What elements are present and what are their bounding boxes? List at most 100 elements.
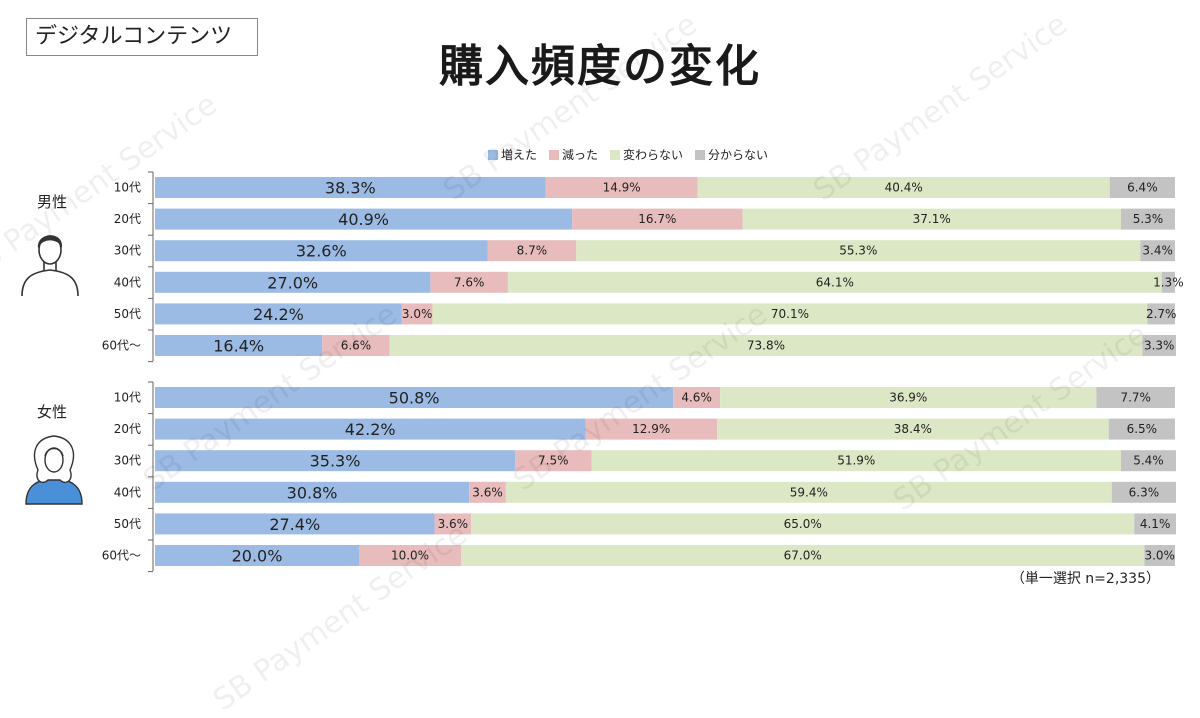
bar-segment-increased [155, 387, 674, 408]
data-label-unknown: 5.3% [1133, 212, 1164, 226]
category-tick-label: 50代 [114, 517, 141, 531]
data-label-unknown: 5.4% [1133, 454, 1164, 468]
legend-label: 変わらない [623, 148, 684, 162]
bar-segment-increased [155, 303, 402, 325]
data-label-unknown: 4.1% [1140, 517, 1171, 531]
data-label-decreased: 7.5% [538, 454, 569, 468]
legend-item-increased: 増えた [488, 146, 537, 163]
data-label-unknown: 2.7% [1146, 307, 1177, 321]
data-label-increased: 32.6% [296, 242, 347, 261]
data-label-decreased: 8.7% [517, 244, 548, 258]
category-tick-label: 20代 [114, 422, 141, 436]
bar-segment-unchanged [461, 545, 1145, 566]
bar-segment-decreased [322, 335, 390, 356]
legend-item-unchanged: 変わらない [610, 146, 683, 163]
bar-segment-unchanged [505, 481, 1112, 503]
bar-segment-decreased [434, 513, 472, 535]
data-label-unknown: 7.7% [1120, 391, 1151, 405]
category-tick-label: 10代 [114, 181, 141, 195]
legend-swatch-decreased [549, 149, 560, 160]
data-label-increased: 27.0% [267, 273, 318, 292]
bar-segment-increased [155, 418, 586, 440]
data-label-increased: 35.3% [310, 452, 361, 471]
category-tick-label: 40代 [114, 485, 141, 499]
bar-segment-decreased [487, 240, 577, 262]
legend-item-decreased: 減った [549, 146, 598, 163]
data-label-unchanged: 51.9% [837, 454, 875, 468]
legend-swatch-increased [488, 149, 498, 160]
bar-segment-unknown [1140, 240, 1175, 262]
bar-segment-decreased [430, 271, 508, 293]
bar-segment-increased [155, 335, 323, 356]
bar-segment-increased [155, 481, 470, 503]
bar-segment-decreased [359, 545, 461, 566]
male-person-icon [21, 235, 79, 297]
bar-segment-unchanged [720, 387, 1097, 408]
data-label-decreased: 14.9% [603, 181, 641, 195]
bar-segment-unchanged [742, 208, 1121, 230]
data-label-unchanged: 36.9% [889, 391, 927, 405]
data-label-unknown: 3.3% [1144, 339, 1175, 353]
data-label-unchanged: 73.8% [747, 339, 785, 353]
legend-label: 増えた [501, 148, 538, 162]
data-label-unchanged: 38.4% [894, 422, 932, 436]
group-label: 女性 [37, 403, 67, 421]
data-label-unchanged: 65.0% [784, 517, 822, 531]
bar-segment-unknown [1111, 481, 1177, 503]
bar-segment-increased [155, 450, 516, 472]
bar-segment-unknown [1109, 177, 1175, 198]
bar-segment-unchanged [591, 450, 1121, 472]
sample-note: （単一選択 n=2,335） [1010, 571, 1160, 587]
bar-segment-unchanged [432, 303, 1148, 325]
data-label-unchanged: 70.1% [771, 307, 809, 321]
bar-segment-decreased [401, 303, 433, 325]
data-label-increased: 27.4% [269, 515, 320, 534]
bar-segment-increased [155, 208, 573, 230]
data-label-unknown: 1.3% [1153, 275, 1184, 289]
bar-segment-unknown [1147, 303, 1175, 325]
category-tick-label: 30代 [114, 454, 141, 468]
data-label-unchanged: 37.1% [913, 212, 951, 226]
bar-segment-increased [155, 177, 546, 198]
data-label-decreased: 10.0% [391, 549, 429, 563]
bar-segment-increased [155, 513, 435, 535]
bar-segment-increased [155, 545, 359, 566]
bar-segment-increased [155, 271, 431, 293]
category-tick-label: 20代 [114, 212, 141, 226]
category-tick-label: 60代～ [102, 549, 141, 563]
stacked-bar-chart: 男性 10代 38.3% 14.9% 40.4% 6.4% 20代 40.9% 16.7% 37.… [21, 171, 1184, 573]
data-label-decreased: 4.6% [681, 391, 712, 405]
category-tick-label: 30代 [114, 244, 141, 258]
data-label-increased: 20.0% [232, 547, 283, 566]
female-person-icon [25, 435, 83, 505]
data-label-decreased: 16.7% [638, 212, 676, 226]
data-label-increased: 16.4% [213, 337, 264, 356]
category-tick-label: 60代～ [102, 339, 141, 353]
data-label-unchanged: 55.3% [839, 244, 877, 258]
bar-segment-decreased [515, 450, 592, 472]
data-label-unchanged: 59.4% [790, 485, 828, 499]
bar-segment-decreased [469, 481, 506, 503]
category-tick-label: 10代 [114, 391, 141, 405]
legend-label: 減った [562, 148, 599, 162]
data-label-decreased: 7.6% [454, 275, 485, 289]
data-label-decreased: 3.6% [472, 485, 503, 499]
bar-segment-unchanged [471, 513, 1135, 535]
category-tag: デジタルコンテンツ [26, 18, 258, 56]
data-label-unknown: 6.5% [1127, 422, 1158, 436]
bar-segment-unknown [1161, 271, 1175, 293]
data-label-increased: 40.9% [338, 210, 389, 229]
bar-segment-unchanged [576, 240, 1141, 262]
legend-label: 分からない [708, 148, 769, 162]
data-label-increased: 50.8% [389, 389, 440, 408]
bar-segment-unchanged [507, 271, 1162, 293]
data-label-increased: 38.3% [325, 179, 376, 198]
bar-segment-unknown [1120, 450, 1177, 472]
data-label-decreased: 6.6% [341, 339, 372, 353]
bar-segment-unknown [1144, 545, 1175, 566]
legend-swatch-unknown [695, 149, 706, 160]
bar-segment-unknown [1142, 335, 1177, 356]
data-label-increased: 24.2% [253, 305, 304, 324]
data-label-unknown: 3.4% [1142, 244, 1173, 258]
bar-segment-decreased [572, 208, 743, 230]
